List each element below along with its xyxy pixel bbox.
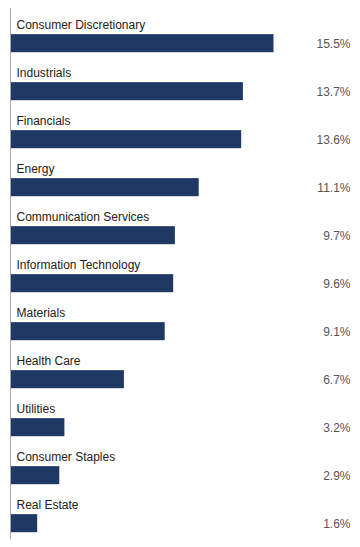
svg-text:13.6%: 13.6% bbox=[316, 133, 350, 147]
svg-text:Communication Services: Communication Services bbox=[17, 210, 150, 224]
svg-text:Energy: Energy bbox=[17, 162, 55, 176]
svg-text:3.2%: 3.2% bbox=[323, 421, 351, 435]
svg-text:15.5%: 15.5% bbox=[316, 37, 350, 51]
svg-text:Materials: Materials bbox=[17, 306, 66, 320]
svg-text:Industrials: Industrials bbox=[17, 66, 72, 80]
svg-text:Health Care: Health Care bbox=[17, 354, 81, 368]
svg-text:Real Estate: Real Estate bbox=[17, 498, 79, 512]
svg-text:9.1%: 9.1% bbox=[323, 325, 351, 339]
svg-text:1.6%: 1.6% bbox=[323, 517, 351, 531]
svg-text:Consumer Staples: Consumer Staples bbox=[17, 450, 116, 464]
svg-text:Utilities: Utilities bbox=[17, 402, 56, 416]
svg-text:9.7%: 9.7% bbox=[323, 229, 351, 243]
svg-text:Financials: Financials bbox=[17, 114, 71, 128]
svg-text:2.9%: 2.9% bbox=[323, 469, 351, 483]
svg-text:Consumer Discretionary: Consumer Discretionary bbox=[17, 18, 146, 32]
svg-text:6.7%: 6.7% bbox=[323, 373, 351, 387]
svg-text:13.7%: 13.7% bbox=[316, 85, 350, 99]
svg-text:9.6%: 9.6% bbox=[323, 277, 351, 291]
svg-text:11.1%: 11.1% bbox=[317, 181, 350, 195]
svg-text:Information Technology: Information Technology bbox=[17, 258, 141, 272]
